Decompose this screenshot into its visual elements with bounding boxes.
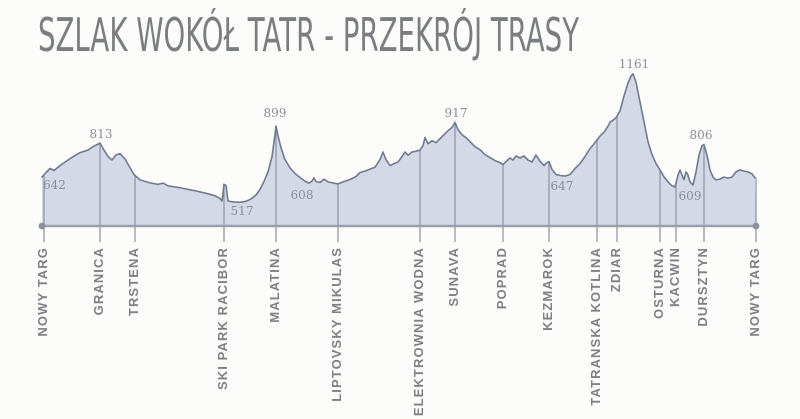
station-label-trstena: TRSTENA [126, 247, 141, 317]
baseline-end-dot [752, 222, 760, 230]
station-label-dursztyn: DURSZTYN [695, 247, 710, 327]
elevation-value-608: 608 [291, 188, 314, 202]
profile-area [42, 73, 756, 227]
elevation-value-813: 813 [90, 127, 113, 141]
station-label-kezmarok: KEZMAROK [540, 247, 555, 331]
station-label-liptovsky-mikulas: LIPTOVSKY MIKULAS [329, 247, 344, 402]
station-label-kacwin: KACWIN [667, 247, 682, 308]
station-label-sunava: SUNAVA [446, 247, 461, 307]
elevation-value-917: 917 [445, 106, 468, 120]
elevation-value-642: 642 [43, 178, 66, 192]
elevation-value-647: 647 [551, 179, 574, 193]
station-label-poprad: POPRAD [494, 247, 509, 310]
station-label-osturna: OSTURNA [651, 247, 666, 319]
elevation-value-806: 806 [690, 128, 713, 142]
station-label-tatranska-kotlina: TATRANSKA KOTLINA [588, 247, 603, 406]
profile-line [41, 73, 756, 204]
elevation-value-609: 609 [679, 189, 702, 203]
station-label-ski-park-racibor: SKI PARK RACIBOR [215, 247, 230, 391]
station-label-nowy-targ: NOWY TARG [747, 247, 762, 337]
chart-title: SZLAK WOKÓŁ TATR - PRZEKRÓJ TRASY [38, 8, 580, 62]
station-label-malatina: MALATINA [267, 247, 282, 323]
elevation-value-517: 517 [231, 204, 254, 218]
elevation-value-1161: 1161 [619, 57, 650, 71]
station-label-nowy-targ: NOWY TARG [35, 247, 50, 337]
station-label-granica: GRANICA [91, 247, 106, 316]
baseline-start-dot [38, 222, 46, 230]
station-label-zdiar: ZDIAR [608, 247, 623, 293]
elevation-value-899: 899 [264, 106, 287, 120]
station-label-elektrownia-wodna: ELEKTROWNIA WODNA [411, 247, 426, 417]
